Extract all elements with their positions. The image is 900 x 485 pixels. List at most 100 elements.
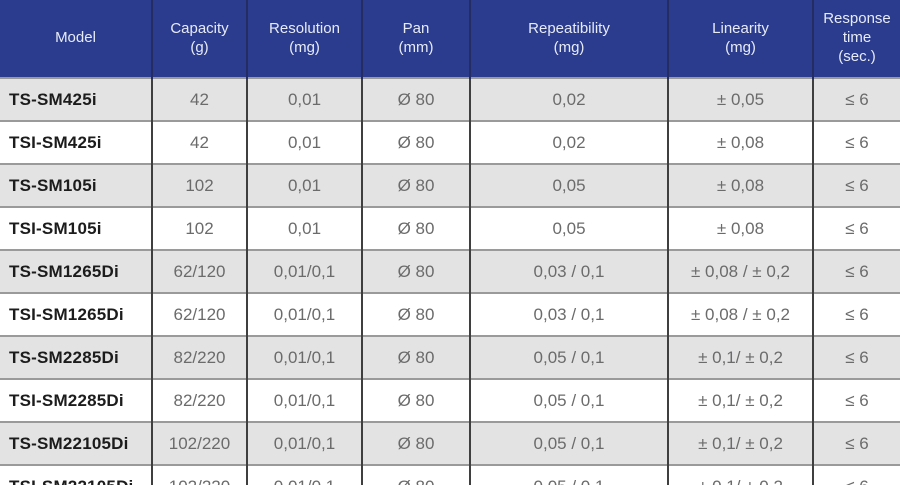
column-label: Capacity xyxy=(170,19,229,37)
column-unit: (sec.) xyxy=(838,47,876,65)
resolution-cell: 0,01 xyxy=(247,120,363,164)
column-unit: (g) xyxy=(190,38,209,56)
pan-cell: Ø 80 xyxy=(362,335,471,379)
column-label: Pan xyxy=(402,19,430,37)
linearity-cell: ± 0,1/ ± 0,2 xyxy=(668,378,814,422)
column-header-model: Model xyxy=(0,0,153,78)
repeatability-cell: 0,05 / 0,1 xyxy=(470,378,669,422)
response-time-cell: ≤ 6 xyxy=(813,464,900,485)
pan-cell: Ø 80 xyxy=(362,249,471,293)
response-time-cell: ≤ 6 xyxy=(813,292,900,336)
linearity-cell: ± 0,08 xyxy=(668,120,814,164)
repeatability-cell: 0,02 xyxy=(470,120,669,164)
table-row: TSI-SM105i 102 0,01 Ø 80 0,05 ± 0,08 ≤ 6 xyxy=(0,206,900,250)
resolution-cell: 0,01/0,1 xyxy=(247,292,363,336)
capacity-cell: 102/220 xyxy=(152,421,248,465)
repeatability-cell: 0,05 xyxy=(470,206,669,250)
column-header-linearity: Linearity (mg) xyxy=(668,0,814,78)
table-row: TS-SM425i 42 0,01 Ø 80 0,02 ± 0,05 ≤ 6 xyxy=(0,77,900,121)
table-row: TSI-SM22105Di 102/220 0,01/0,1 Ø 80 0,05… xyxy=(0,464,900,485)
model-cell: TSI-SM1265Di xyxy=(0,292,153,336)
resolution-cell: 0,01/0,1 xyxy=(247,378,363,422)
model-cell: TSI-SM105i xyxy=(0,206,153,250)
resolution-cell: 0,01 xyxy=(247,206,363,250)
column-label: Linearity xyxy=(712,19,769,37)
repeatability-cell: 0,03 / 0,1 xyxy=(470,292,669,336)
model-cell: TS-SM2285Di xyxy=(0,335,153,379)
model-cell: TS-SM1265Di xyxy=(0,249,153,293)
model-cell: TSI-SM22105Di xyxy=(0,464,153,485)
resolution-cell: 0,01/0,1 xyxy=(247,249,363,293)
response-time-cell: ≤ 6 xyxy=(813,77,900,121)
linearity-cell: ± 0,08 xyxy=(668,206,814,250)
capacity-cell: 102 xyxy=(152,206,248,250)
table-row: TS-SM2285Di 82/220 0,01/0,1 Ø 80 0,05 / … xyxy=(0,335,900,379)
pan-cell: Ø 80 xyxy=(362,120,471,164)
repeatability-cell: 0,05 / 0,1 xyxy=(470,464,669,485)
model-cell: TS-SM425i xyxy=(0,77,153,121)
table-row: TSI-SM1265Di 62/120 0,01/0,1 Ø 80 0,03 /… xyxy=(0,292,900,336)
pan-cell: Ø 80 xyxy=(362,421,471,465)
capacity-cell: 102/220 xyxy=(152,464,248,485)
column-header-resolution: Resolution (mg) xyxy=(247,0,363,78)
pan-cell: Ø 80 xyxy=(362,378,471,422)
response-time-cell: ≤ 6 xyxy=(813,335,900,379)
column-header-response-time: Response time (sec.) xyxy=(813,0,900,78)
repeatability-cell: 0,02 xyxy=(470,77,669,121)
pan-cell: Ø 80 xyxy=(362,163,471,207)
linearity-cell: ± 0,08 / ± 0,2 xyxy=(668,292,814,336)
capacity-cell: 42 xyxy=(152,120,248,164)
column-header-capacity: Capacity (g) xyxy=(152,0,248,78)
header-row: Model Capacity (g) Resolution (mg) Pan (mm)… xyxy=(0,0,900,78)
capacity-cell: 82/220 xyxy=(152,378,248,422)
column-label: Resolution xyxy=(269,19,340,37)
repeatability-cell: 0,05 / 0,1 xyxy=(470,421,669,465)
table-header: Model Capacity (g) Resolution (mg) Pan (mm)… xyxy=(0,0,900,78)
column-label: Repeatibility xyxy=(528,19,610,37)
resolution-cell: 0,01 xyxy=(247,163,363,207)
column-unit: (mg) xyxy=(725,38,756,56)
column-label: Model xyxy=(55,29,96,47)
resolution-cell: 0,01 xyxy=(247,77,363,121)
column-label: Response time xyxy=(823,10,891,47)
linearity-cell: ± 0,1/ ± 0,2 xyxy=(668,421,814,465)
resolution-cell: 0,01/0,1 xyxy=(247,335,363,379)
table-row: TSI-SM2285Di 82/220 0,01/0,1 Ø 80 0,05 /… xyxy=(0,378,900,422)
table-row: TS-SM1265Di 62/120 0,01/0,1 Ø 80 0,03 / … xyxy=(0,249,900,293)
capacity-cell: 82/220 xyxy=(152,335,248,379)
linearity-cell: ± 0,1/ ± 0,2 xyxy=(668,464,814,485)
table-row: TS-SM22105Di 102/220 0,01/0,1 Ø 80 0,05 … xyxy=(0,421,900,465)
response-time-cell: ≤ 6 xyxy=(813,120,900,164)
capacity-cell: 102 xyxy=(152,163,248,207)
column-unit: (mg) xyxy=(553,38,585,56)
column-unit: (mg) xyxy=(289,38,320,56)
capacity-cell: 62/120 xyxy=(152,249,248,293)
resolution-cell: 0,01/0,1 xyxy=(247,464,363,485)
response-time-cell: ≤ 6 xyxy=(813,249,900,293)
response-time-cell: ≤ 6 xyxy=(813,421,900,465)
capacity-cell: 42 xyxy=(152,77,248,121)
capacity-cell: 62/120 xyxy=(152,292,248,336)
response-time-cell: ≤ 6 xyxy=(813,378,900,422)
pan-cell: Ø 80 xyxy=(362,464,471,485)
repeatability-cell: 0,05 / 0,1 xyxy=(470,335,669,379)
repeatability-cell: 0,03 / 0,1 xyxy=(470,249,669,293)
model-cell: TSI-SM425i xyxy=(0,120,153,164)
model-cell: TS-SM105i xyxy=(0,163,153,207)
pan-cell: Ø 80 xyxy=(362,206,471,250)
model-cell: TS-SM22105Di xyxy=(0,421,153,465)
pan-cell: Ø 80 xyxy=(362,77,471,121)
linearity-cell: ± 0,08 xyxy=(668,163,814,207)
linearity-cell: ± 0,1/ ± 0,2 xyxy=(668,335,814,379)
column-unit: (mm) xyxy=(398,38,434,56)
linearity-cell: ± 0,05 xyxy=(668,77,814,121)
linearity-cell: ± 0,08 / ± 0,2 xyxy=(668,249,814,293)
response-time-cell: ≤ 6 xyxy=(813,163,900,207)
repeatability-cell: 0,05 xyxy=(470,163,669,207)
table-body: TS-SM425i 42 0,01 Ø 80 0,02 ± 0,05 ≤ 6 T… xyxy=(0,77,900,485)
table-row: TS-SM105i 102 0,01 Ø 80 0,05 ± 0,08 ≤ 6 xyxy=(0,163,900,207)
model-cell: TSI-SM2285Di xyxy=(0,378,153,422)
table-row: TSI-SM425i 42 0,01 Ø 80 0,02 ± 0,08 ≤ 6 xyxy=(0,120,900,164)
